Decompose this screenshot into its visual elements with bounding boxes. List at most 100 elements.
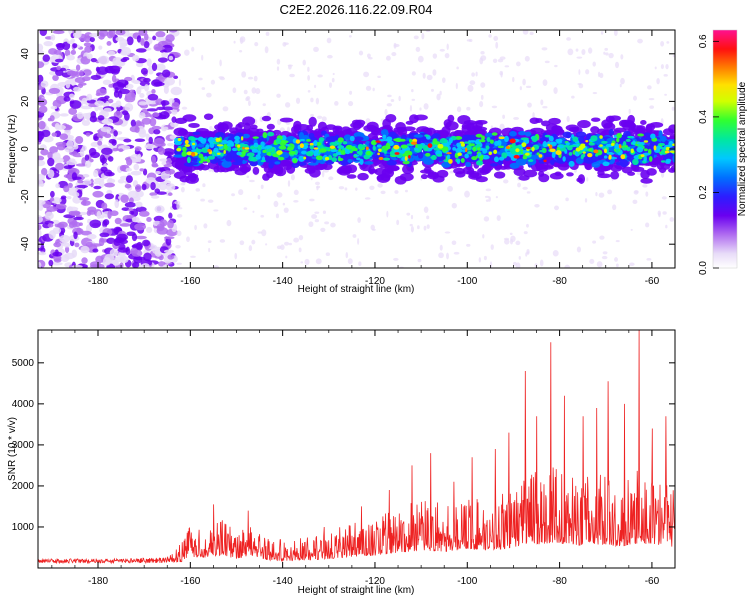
spectrogram-cell xyxy=(77,179,84,184)
spectrogram-cell xyxy=(138,112,146,119)
spectrogram-cell xyxy=(186,236,190,243)
spectrogram-cell xyxy=(313,46,319,53)
spectrogram-cell xyxy=(153,220,162,225)
spectrogram-cell xyxy=(115,30,126,36)
spectrogram-cell xyxy=(411,71,416,76)
spectrogram-cell xyxy=(628,108,631,114)
spectrogram-cell xyxy=(288,64,292,70)
spectrogram-cell xyxy=(669,150,675,153)
spectrogram-cell xyxy=(226,143,235,147)
snr-x-axis-label: Height of straight line (km) xyxy=(298,585,415,596)
spectrogram-cell xyxy=(104,182,115,188)
spectrogram-cell xyxy=(147,93,159,101)
spectrogram-cell xyxy=(243,89,248,95)
spectrogram-cell xyxy=(46,206,58,212)
spectrogram-cell xyxy=(449,170,455,174)
spectrogram-cell xyxy=(38,261,42,268)
spectrogram-cell xyxy=(276,245,282,250)
spectrogram-cell xyxy=(671,106,675,111)
spectrogram-cell xyxy=(422,139,433,143)
spectrogram-cell xyxy=(66,196,72,200)
spectrogram-cell xyxy=(216,144,224,147)
spectrogram-cell xyxy=(171,159,185,169)
spectrogram-cell xyxy=(495,41,499,49)
spectrogram-cell xyxy=(436,93,441,101)
spectrogram-cell xyxy=(650,133,656,139)
spectrogram-cell xyxy=(242,133,250,139)
spectrogram-cell xyxy=(43,135,54,143)
spectrogram-cell xyxy=(421,32,425,40)
spectrogram-cell xyxy=(280,244,285,251)
spectrogram-cell xyxy=(615,240,620,243)
spectrogram-cell xyxy=(601,119,613,129)
spectrogram-cell xyxy=(544,134,551,138)
spectrogram-cell xyxy=(152,35,157,41)
spectrogram-cell xyxy=(434,141,441,146)
spectrogram-cell xyxy=(191,46,195,52)
spectrogram-cell xyxy=(648,97,655,101)
spectrogram-cell xyxy=(102,79,112,86)
spectrogram-cell xyxy=(471,156,478,161)
spectrogram-cell xyxy=(534,203,540,208)
spectrogram-cell xyxy=(602,161,610,167)
spectrogram-cell xyxy=(251,148,259,153)
spectrogram-cell xyxy=(63,165,73,170)
spectrogram-cell xyxy=(206,92,212,98)
spectrogram-cell xyxy=(191,149,198,153)
spectrogram-cell xyxy=(154,205,165,214)
spectrogram-cell xyxy=(308,132,315,139)
colorbar-label: Normalized spectral amplitude xyxy=(737,81,748,216)
spectrogram-cell xyxy=(70,49,77,55)
spectrogram-cell xyxy=(562,131,573,139)
spectrogram-cell xyxy=(304,258,310,266)
spectrogram-cell xyxy=(99,154,106,163)
spectrogram-cell xyxy=(72,176,82,180)
spectrogram-cell xyxy=(515,262,521,268)
spectrogram-cell xyxy=(614,144,619,150)
spectrogram-cell xyxy=(398,95,401,102)
spectrogram-cell xyxy=(540,99,544,106)
spectrogram-cell xyxy=(372,145,376,151)
spectrogram-cell xyxy=(51,200,60,204)
spectrogram-cell xyxy=(161,44,173,53)
spectrogram-cell xyxy=(518,256,521,260)
spectrogram-cell xyxy=(645,222,650,228)
spectrogram-cell xyxy=(363,71,370,78)
spectrogram-cell xyxy=(632,199,638,204)
spectrogram-cell xyxy=(554,64,558,68)
spectrogram-cell xyxy=(255,88,261,95)
spectrogram-cell xyxy=(330,222,336,228)
spectrogram-cell xyxy=(260,159,267,163)
spectrogram-cell xyxy=(92,248,99,253)
spectrogram-cell xyxy=(539,137,550,142)
spectrogram-cell xyxy=(242,150,249,153)
spectrogram-cell xyxy=(488,151,492,156)
snr-x-tick-label: -120 xyxy=(365,576,385,587)
spectrogram-x-tick-label: -100 xyxy=(457,276,477,287)
spectrogram-cell xyxy=(640,154,645,157)
spectrogram-cell xyxy=(67,70,79,76)
spectrogram-cell xyxy=(267,148,275,152)
spectrogram-cell xyxy=(364,197,371,200)
spectrogram-cell xyxy=(325,252,331,256)
spectrogram-x-tick-label: -60 xyxy=(645,276,660,287)
spectrogram-cell xyxy=(93,169,99,178)
spectrogram-cell xyxy=(404,150,413,157)
spectrogram-cell xyxy=(132,79,141,84)
spectrogram-cell xyxy=(83,179,92,186)
spectrogram-cell xyxy=(542,141,548,148)
spectrogram-cell xyxy=(633,95,638,101)
spectrogram-cell xyxy=(64,252,75,260)
spectrogram-cell xyxy=(348,100,354,107)
spectrogram-cell xyxy=(331,157,338,162)
spectrogram-cell xyxy=(103,219,110,226)
spectrogram-cell xyxy=(366,150,371,156)
spectrogram-cell xyxy=(276,66,280,71)
spectrogram-cell xyxy=(455,82,458,90)
spectrogram-cell xyxy=(112,261,120,266)
spectrogram-cell xyxy=(66,206,79,211)
spectrogram-cell xyxy=(170,86,182,96)
spectrogram-cell xyxy=(516,61,521,67)
spectrogram-cell xyxy=(81,120,91,126)
spectrogram-cell xyxy=(284,241,290,246)
